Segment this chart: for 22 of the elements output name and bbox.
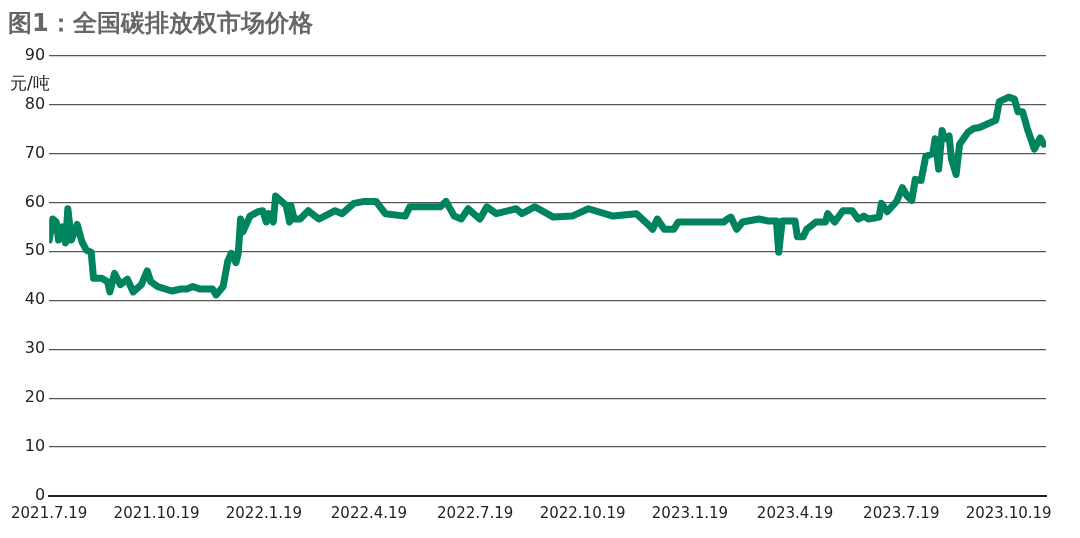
y-tick-label: 50 — [24, 240, 46, 260]
y-tick-label: 40 — [24, 289, 46, 309]
y-tick-label: 20 — [24, 387, 46, 407]
chart-title: 图1：全国碳排放权市场价格 — [8, 8, 314, 39]
x-tick-label: 2022.1.19 — [225, 503, 303, 522]
x-tick-label: 2023.7.19 — [863, 503, 940, 522]
x-tick-label: 2023.1.19 — [651, 503, 729, 522]
x-tick-label: 2021.7.19 — [11, 503, 88, 522]
x-tick-label: 2022.4.19 — [330, 503, 408, 522]
x-tick-label: 2022.10.19 — [539, 503, 626, 522]
y-tick-label: 10 — [24, 436, 46, 456]
y-tick-label: 60 — [24, 191, 46, 211]
y-tick-label: 30 — [24, 338, 46, 358]
y-tick-label: 70 — [24, 142, 46, 162]
x-tick-label: 2023.10.19 — [965, 503, 1052, 522]
x-tick-label: 2022.7.19 — [437, 503, 514, 522]
y-tick-label: 90 — [24, 44, 46, 64]
y-tick-label: 80 — [24, 93, 46, 113]
y-axis-title: 元/吨 — [10, 72, 50, 95]
x-tick-label: 2021.10.19 — [113, 503, 200, 522]
y-tick-label: 0 — [34, 485, 46, 505]
x-tick-label: 2023.4.19 — [756, 503, 834, 522]
